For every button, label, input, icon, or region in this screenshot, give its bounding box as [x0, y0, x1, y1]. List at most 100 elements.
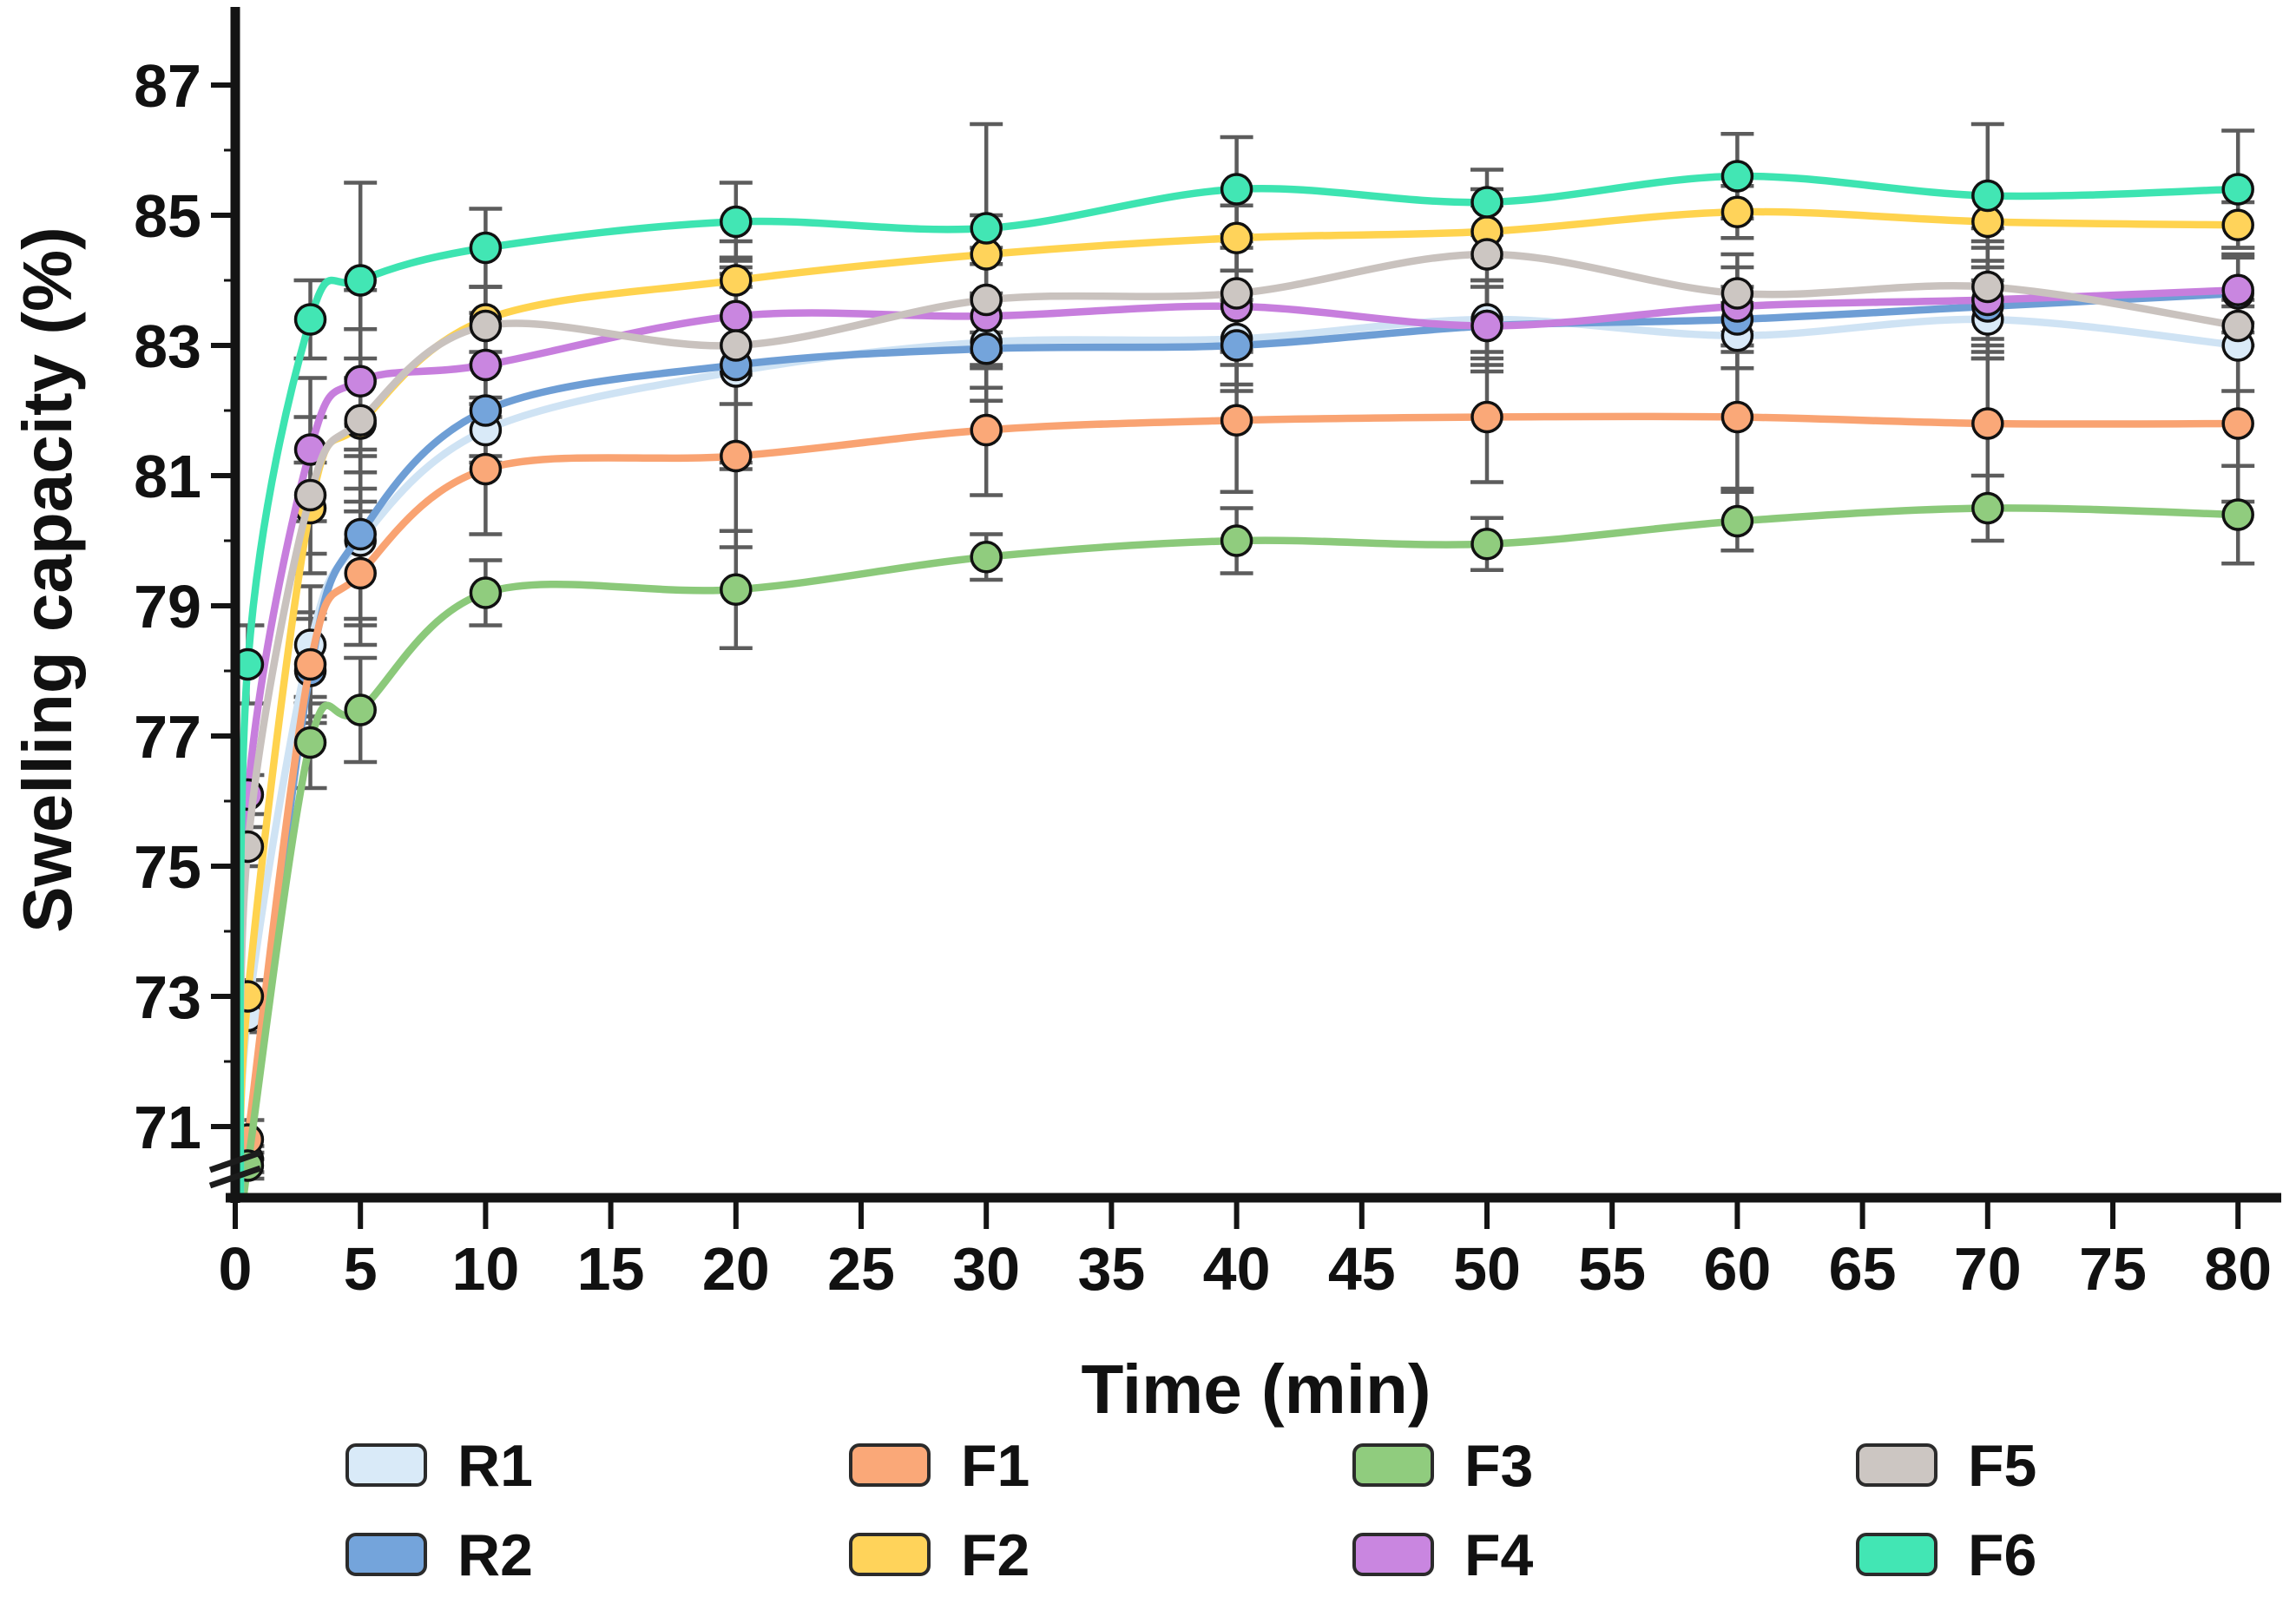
- x-tick-label: 65: [1829, 1235, 1897, 1303]
- y-tick-label: 73: [134, 963, 201, 1031]
- data-point-F3: [469, 576, 503, 609]
- legend-item-F5: F5: [1856, 1433, 2036, 1499]
- data-point-F2: [1720, 195, 1754, 228]
- y-axis-break-icon: [208, 1149, 262, 1189]
- data-point-F1: [344, 556, 377, 590]
- data-point-F6: [1971, 179, 2004, 213]
- x-tick-label: 50: [1453, 1235, 1521, 1303]
- series-F5: [240, 238, 2254, 1193]
- data-point-F4: [469, 348, 503, 382]
- legend-item-F4: F4: [1352, 1522, 1534, 1588]
- x-tick-label: 80: [2204, 1235, 2272, 1303]
- data-point-F3: [1220, 524, 1253, 557]
- legend-item-R1: R1: [345, 1433, 533, 1499]
- series-line-F6: [240, 172, 2242, 1193]
- y-tick-label: 87: [134, 52, 201, 120]
- legend-label: F6: [1968, 1522, 2036, 1588]
- ticks-layer: 87 85 83 81 79 77 75 73 71 0 5 10 15 20 25 30 35 40 45 50 55…: [134, 52, 2272, 1303]
- data-point-F3: [344, 693, 377, 726]
- legend-item-F6: F6: [1856, 1522, 2036, 1588]
- data-point-F6: [1220, 173, 1253, 206]
- legend-item-F3: F3: [1352, 1433, 1533, 1499]
- data-point-F5: [1971, 270, 2004, 304]
- data-point-F1: [1720, 400, 1754, 434]
- legend-swatch-F2: [849, 1533, 931, 1576]
- data-point-F5: [970, 283, 1003, 317]
- series-F6: [240, 160, 2254, 1193]
- legend-item-F1: F1: [849, 1433, 1030, 1499]
- data-point-R2: [1220, 329, 1253, 362]
- y-tick-label: 75: [134, 833, 201, 901]
- data-point-F3: [293, 726, 327, 759]
- series-line-F4: [240, 286, 2242, 1193]
- y-axis-title: Swelling capacity (%): [9, 227, 86, 933]
- legend-item-R2: R2: [345, 1522, 533, 1588]
- x-tick-label: 60: [1703, 1235, 1771, 1303]
- legend-swatch-F6: [1856, 1533, 1937, 1576]
- data-point-F5: [344, 404, 377, 437]
- data-point-F2: [720, 264, 753, 297]
- series-line-F2: [240, 207, 2242, 1193]
- data-point-F5: [293, 478, 327, 512]
- data-point-F3: [1720, 504, 1754, 538]
- data-point-F1: [970, 413, 1003, 447]
- data-point-F1: [2221, 407, 2254, 440]
- x-tick-label: 10: [451, 1235, 519, 1303]
- data-point-F4: [1470, 309, 1503, 343]
- x-tick-label: 5: [344, 1235, 378, 1303]
- legend-label: R2: [457, 1522, 533, 1588]
- x-tick-label: 25: [827, 1235, 895, 1303]
- data-point-F1: [720, 439, 753, 473]
- y-tick-label: 77: [134, 703, 201, 771]
- data-point-F6: [240, 647, 265, 681]
- y-tick-label: 81: [134, 443, 201, 510]
- data-point-F6: [720, 205, 753, 239]
- x-tick-label: 35: [1077, 1235, 1145, 1303]
- data-point-F4: [720, 299, 753, 332]
- data-point-F3: [720, 573, 753, 606]
- x-tick-label: 30: [952, 1235, 1020, 1303]
- x-axis-title: Time (min): [1081, 1350, 1431, 1428]
- data-point-R2: [469, 394, 503, 427]
- legend-swatch-F3: [1352, 1443, 1434, 1487]
- data-point-F5: [240, 830, 265, 864]
- data-point-F1: [293, 647, 327, 681]
- data-point-F3: [2221, 498, 2254, 531]
- data-point-F5: [1220, 277, 1253, 310]
- x-tick-label: 55: [1578, 1235, 1646, 1303]
- legend-item-F2: F2: [849, 1522, 1030, 1588]
- data-point-F3: [1971, 491, 2004, 525]
- legend-label: R1: [457, 1433, 533, 1499]
- data-point-F3: [1470, 528, 1503, 561]
- data-point-F2: [240, 980, 265, 1013]
- x-tick-label: 70: [1954, 1235, 2022, 1303]
- legend-label: F3: [1464, 1433, 1533, 1499]
- data-point-F5: [1470, 238, 1503, 271]
- data-point-F6: [344, 264, 377, 297]
- data-point-F6: [1720, 160, 1754, 193]
- y-tick-label: 79: [134, 573, 201, 641]
- data-point-F6: [469, 231, 503, 265]
- data-point-F5: [469, 309, 503, 343]
- data-point-F5: [1720, 277, 1754, 310]
- legend-swatch-F5: [1856, 1443, 1937, 1487]
- legend-label: F1: [961, 1433, 1030, 1499]
- series-F3: [240, 491, 2254, 1193]
- data-point-F1: [1971, 407, 2004, 440]
- x-tick-label: 15: [577, 1235, 645, 1303]
- data-point-F2: [1220, 221, 1253, 254]
- series-R1: [240, 303, 2254, 1193]
- data-point-F5: [2221, 309, 2254, 343]
- x-tick-label: 40: [1203, 1235, 1271, 1303]
- legend-label: F2: [961, 1522, 1030, 1588]
- x-axis-spine: [226, 1193, 2281, 1203]
- data-point-F4: [2221, 273, 2254, 306]
- data-point-R2: [970, 332, 1003, 365]
- legend-swatch-F4: [1352, 1533, 1434, 1576]
- legend-swatch-R2: [345, 1533, 427, 1576]
- series-layer: [240, 160, 2254, 1193]
- data-point-F1: [1220, 404, 1253, 437]
- data-point-F2: [2221, 208, 2254, 241]
